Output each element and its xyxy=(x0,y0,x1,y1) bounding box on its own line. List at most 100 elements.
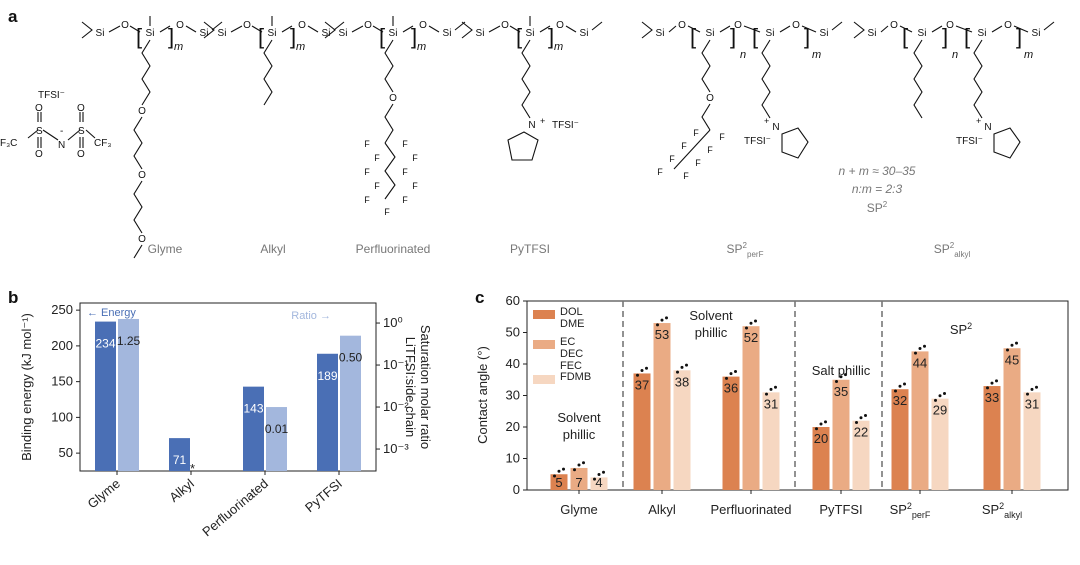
replicate-point-glyme-1-2 xyxy=(582,461,585,465)
value-label-perfluorinated-1: 52 xyxy=(744,330,758,345)
glyme-methyls-left xyxy=(81,21,93,39)
perfluorinated-repeat-m: m xyxy=(417,41,426,53)
sp2-alkyl-repeat-n: n xyxy=(952,49,958,61)
perfluorinated-si-left: Si xyxy=(339,28,348,39)
legend-entry-1-1: DEC xyxy=(560,348,583,360)
alkyl-bracket-close: ] xyxy=(290,24,296,49)
perfluorinated-o-1: O xyxy=(364,20,372,31)
replicate-point-perfluorinated-1-0 xyxy=(745,326,748,330)
tfsi-anion-label: TFSI⁻ xyxy=(38,90,65,101)
perfluorinated-bond-4 xyxy=(428,25,440,33)
replicate-point-sp2perf-1-1 xyxy=(918,346,922,350)
ratio-bar-pytfsi xyxy=(340,335,361,471)
legend-entry-1-2: FEC xyxy=(560,360,582,372)
legend-entry-0-0: DOL xyxy=(560,306,583,318)
glyme-o-b: O xyxy=(138,170,146,181)
perfluorinated-bond-2 xyxy=(372,25,384,33)
value-label-sp2perf-0: 32 xyxy=(893,393,907,408)
sp2-perf-f-b-1: F xyxy=(707,145,713,155)
energy-label-alkyl: 71 xyxy=(173,453,187,467)
alkyl-no-ratio-star: * xyxy=(190,461,195,476)
replicate-point-pytfsi-1-0 xyxy=(835,380,838,384)
sp2-alkyl-b1 xyxy=(880,25,889,33)
anion-oxygen-2: O xyxy=(35,149,43,160)
alkyl-o-1: O xyxy=(243,20,251,31)
replicate-point-sp2alkyl-0-2 xyxy=(995,379,998,383)
y2-tick-label-1: 10⁻² xyxy=(383,399,409,414)
replicate-point-alkyl-0-0 xyxy=(636,373,639,377)
replicate-point-pytfsi-2-2 xyxy=(864,414,867,418)
sp2-perf-o-2: O xyxy=(734,20,742,31)
sp2-alkyl-pyrrolidinium-ring xyxy=(993,127,1021,159)
glyme-si-center: Si xyxy=(146,28,155,39)
glyme-bond-3 xyxy=(159,25,171,33)
sp2-alkyl-repeat-m: m xyxy=(1024,49,1033,61)
sp2-perf-f-b-2: F xyxy=(695,158,701,168)
sp2-perf-side-chain-b xyxy=(761,39,771,119)
anion-cf3-left: F₃C xyxy=(0,138,17,149)
annotation-salt-phillic: Salt phillic xyxy=(812,363,871,378)
sp2-perf-bracket-m-open: [ xyxy=(752,24,758,49)
annotation-sp2: SP2 xyxy=(950,321,972,337)
energy-bar-glyme xyxy=(95,321,116,471)
perf-f-right-4: F xyxy=(402,195,408,205)
y2-tick-label-2: 10⁻¹ xyxy=(383,357,409,372)
sp2-alkyl-o-1: O xyxy=(890,20,898,31)
value-label-sp2perf-1: 44 xyxy=(913,355,927,370)
anion-oxygen-1: O xyxy=(35,103,43,114)
x-tick-label-alkyl: Alkyl xyxy=(166,476,197,505)
value-label-pytfsi-2: 22 xyxy=(854,425,868,440)
pytfsi-counterion: TFSI⁻ xyxy=(552,120,579,131)
glyme-chain-1 xyxy=(141,39,151,106)
sp2-perf-b3 xyxy=(719,25,731,33)
replicate-point-sp2alkyl-2-2 xyxy=(1035,385,1038,389)
sp2-perf-methyls-left xyxy=(641,21,653,39)
x-tick-label-glyme: Glyme xyxy=(560,502,598,517)
sp2-alkyl-methyls-right xyxy=(1043,21,1055,31)
bar-perfluorinated-series-0 xyxy=(722,376,740,490)
alkyl-bracket-open: [ xyxy=(258,24,264,49)
value-label-glyme-1: 7 xyxy=(575,475,582,490)
pytfsi-si-right: Si xyxy=(580,28,589,39)
sp2-perf-counterion: TFSI⁻ xyxy=(744,136,771,147)
y-tick-label-30: 30 xyxy=(506,388,520,403)
sp2-perf-plus: + xyxy=(764,116,769,126)
sp2-alkyl-o-3: O xyxy=(1004,20,1012,31)
sp2-perf-f-a-1: F xyxy=(681,141,687,151)
pytfsi-plus: + xyxy=(540,116,545,126)
panel-c-contact-angle-chart: c 5 7 4 37 53 38 36 52 31 20 35 22 32 44 29 33 45 31 Glym… xyxy=(475,288,1069,520)
sp2-perf-bracket-m-close: ] xyxy=(804,24,810,49)
sp2-alkyl-bracket-n-open: [ xyxy=(902,24,908,49)
pytfsi-bond-1 xyxy=(488,25,501,33)
sp2-perf-b5 xyxy=(779,25,791,33)
perf-f-right-1: F xyxy=(412,153,418,163)
y-tick-label-50: 50 xyxy=(59,445,73,460)
perf-f-left-4: F xyxy=(364,195,370,205)
y-tick-label-150: 150 xyxy=(51,374,73,389)
replicate-point-perfluorinated-0-0 xyxy=(725,376,728,380)
energy-label-pytfsi: 189 xyxy=(317,369,337,383)
perf-f-right-0: F xyxy=(402,139,408,149)
sp2-perf-o-1: O xyxy=(678,20,686,31)
glyme-bond-1 xyxy=(108,25,121,33)
panel-c-group-dividers xyxy=(622,301,883,490)
x-tick-label-pytfsi: PyTFSI xyxy=(302,476,345,515)
replicate-point-sp2alkyl-1-0 xyxy=(1006,348,1009,352)
bar-perfluorinated-series-1 xyxy=(742,326,760,490)
structure-label-alkyl: Alkyl xyxy=(260,242,285,256)
replicate-point-sp2perf-1-0 xyxy=(914,351,917,355)
value-label-sp2alkyl-2: 31 xyxy=(1025,396,1039,411)
anion-oxygen-3: O xyxy=(77,103,85,114)
sp2-alkyl-si-end-right: Si xyxy=(1032,28,1041,39)
sp2-perf-si-end-left: Si xyxy=(656,28,665,39)
sp2-perf-f-a-3: F xyxy=(657,167,663,177)
annotation-phillic-glyme: phillic xyxy=(563,427,596,442)
copolymer-note-line-1: n + m ≈ 30–35 xyxy=(839,164,916,178)
annotation-solvent-glyme: Solvent xyxy=(557,410,601,425)
bar-sp2alkyl-series-2 xyxy=(1023,392,1041,490)
legend-entry-0-1: DME xyxy=(560,318,584,330)
bar-sp2perf-series-1 xyxy=(911,351,929,490)
pytfsi-bond-4 xyxy=(565,25,577,33)
replicate-point-glyme-1-0 xyxy=(573,468,576,472)
